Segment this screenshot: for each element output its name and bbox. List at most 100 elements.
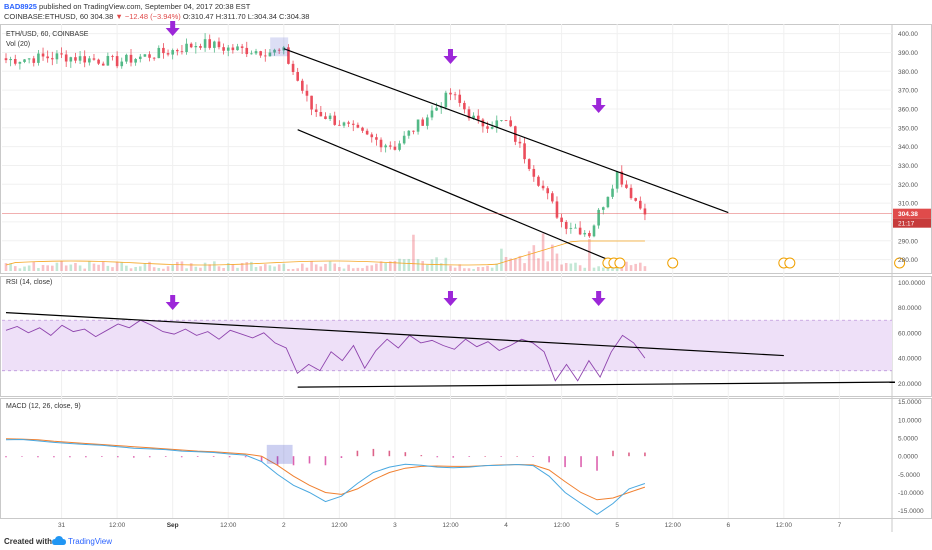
event-badge-icon[interactable] [784,257,796,269]
candle-body[interactable] [551,193,554,202]
tradingview-brand[interactable]: TradingView [68,537,113,546]
event-badge-icon[interactable] [614,257,626,269]
candle-body[interactable] [194,46,198,48]
candle-body[interactable] [78,56,82,61]
candle-body[interactable] [236,46,239,51]
macd-line[interactable] [5,438,646,516]
candle-body[interactable] [23,59,26,62]
candle-body[interactable] [310,95,313,110]
candle-body[interactable] [351,123,355,125]
candle-body[interactable] [384,145,387,148]
candle-body[interactable] [435,107,438,111]
candle-body[interactable] [643,208,647,215]
candle-body[interactable] [277,49,281,51]
candle-body[interactable] [32,58,36,63]
candle-body[interactable] [296,72,299,81]
candle-body[interactable] [537,176,540,186]
candle-body[interactable] [263,55,267,57]
candle-body[interactable] [83,56,87,63]
candle-body[interactable] [379,139,383,148]
candle-body[interactable] [226,47,230,51]
down-arrow-icon[interactable] [165,21,180,36]
candle-body[interactable] [115,56,119,67]
price-trendline[interactable] [297,129,609,261]
candle-body[interactable] [426,117,429,126]
candle-body[interactable] [620,171,624,185]
rsi-pane[interactable] [2,291,895,388]
candle-body[interactable] [143,54,147,57]
candle-body[interactable] [523,143,526,160]
candle-body[interactable] [328,115,332,119]
candle-body[interactable] [324,116,327,119]
candle-body[interactable] [412,130,415,132]
candle-body[interactable] [611,188,614,197]
candle-body[interactable] [356,124,360,128]
candle-body[interactable] [578,227,582,235]
candle-body[interactable] [259,51,262,56]
candle-body[interactable] [46,56,49,59]
highlight-box[interactable] [270,37,289,57]
candle-body[interactable] [134,59,137,63]
candle-body[interactable] [453,94,457,96]
event-badge-icon[interactable] [894,257,906,269]
event-badge-icon[interactable] [667,257,679,269]
candle-body[interactable] [564,221,568,229]
candle-body[interactable] [176,50,179,52]
candle-body[interactable] [111,55,114,57]
candle-body[interactable] [388,145,392,147]
candle-body[interactable] [592,225,596,237]
author-name[interactable]: BAD8925 [4,2,37,11]
candle-body[interactable] [240,46,244,48]
candle-body[interactable] [639,200,642,209]
candle-body[interactable] [615,171,619,189]
candle-body[interactable] [588,232,591,237]
candle-body[interactable] [180,51,184,53]
candle-body[interactable] [393,146,397,150]
candle-body[interactable] [481,119,485,127]
candle-body[interactable] [421,119,424,126]
down-arrow-icon[interactable] [443,49,458,64]
candle-body[interactable] [375,137,378,140]
candle-body[interactable] [569,228,573,229]
candle-body[interactable] [273,49,276,53]
candle-body[interactable] [458,94,462,103]
candle-body[interactable] [472,115,475,119]
candle-body[interactable] [148,54,151,58]
candle-body[interactable] [305,90,309,96]
candle-body[interactable] [319,112,323,117]
candle-body[interactable] [125,54,128,62]
candle-body[interactable] [55,53,59,60]
candle-body[interactable] [365,130,369,135]
candle-body[interactable] [449,92,452,95]
candle-body[interactable] [64,54,68,62]
macd-pane[interactable] [5,438,646,516]
candle-body[interactable] [51,58,54,60]
candle-body[interactable] [509,120,512,127]
candle-body[interactable] [416,119,420,132]
rsi-line[interactable] [5,319,646,382]
candle-body[interactable] [597,209,600,226]
candle-body[interactable] [574,227,577,229]
candle-body[interactable] [333,115,337,125]
candle-body[interactable] [199,46,202,48]
candle-body[interactable] [625,184,628,188]
candle-body[interactable] [560,217,563,222]
signal-line[interactable] [5,438,646,501]
candle-body[interactable] [486,126,489,129]
candle-body[interactable] [606,196,610,208]
candle-body[interactable] [9,59,12,61]
candle-body[interactable] [291,63,295,73]
candle-body[interactable] [583,232,587,235]
candle-body[interactable] [208,39,212,48]
candle-body[interactable] [37,53,40,63]
candle-body[interactable] [601,207,605,210]
candle-body[interactable] [301,80,304,91]
candle-body[interactable] [250,53,253,55]
candle-body[interactable] [402,135,406,144]
candle-body[interactable] [467,109,471,119]
candle-body[interactable] [490,126,494,129]
down-arrow-icon[interactable] [165,295,180,310]
candle-body[interactable] [18,61,22,64]
candle-body[interactable] [166,53,170,55]
rsi-trendline[interactable] [5,312,784,357]
